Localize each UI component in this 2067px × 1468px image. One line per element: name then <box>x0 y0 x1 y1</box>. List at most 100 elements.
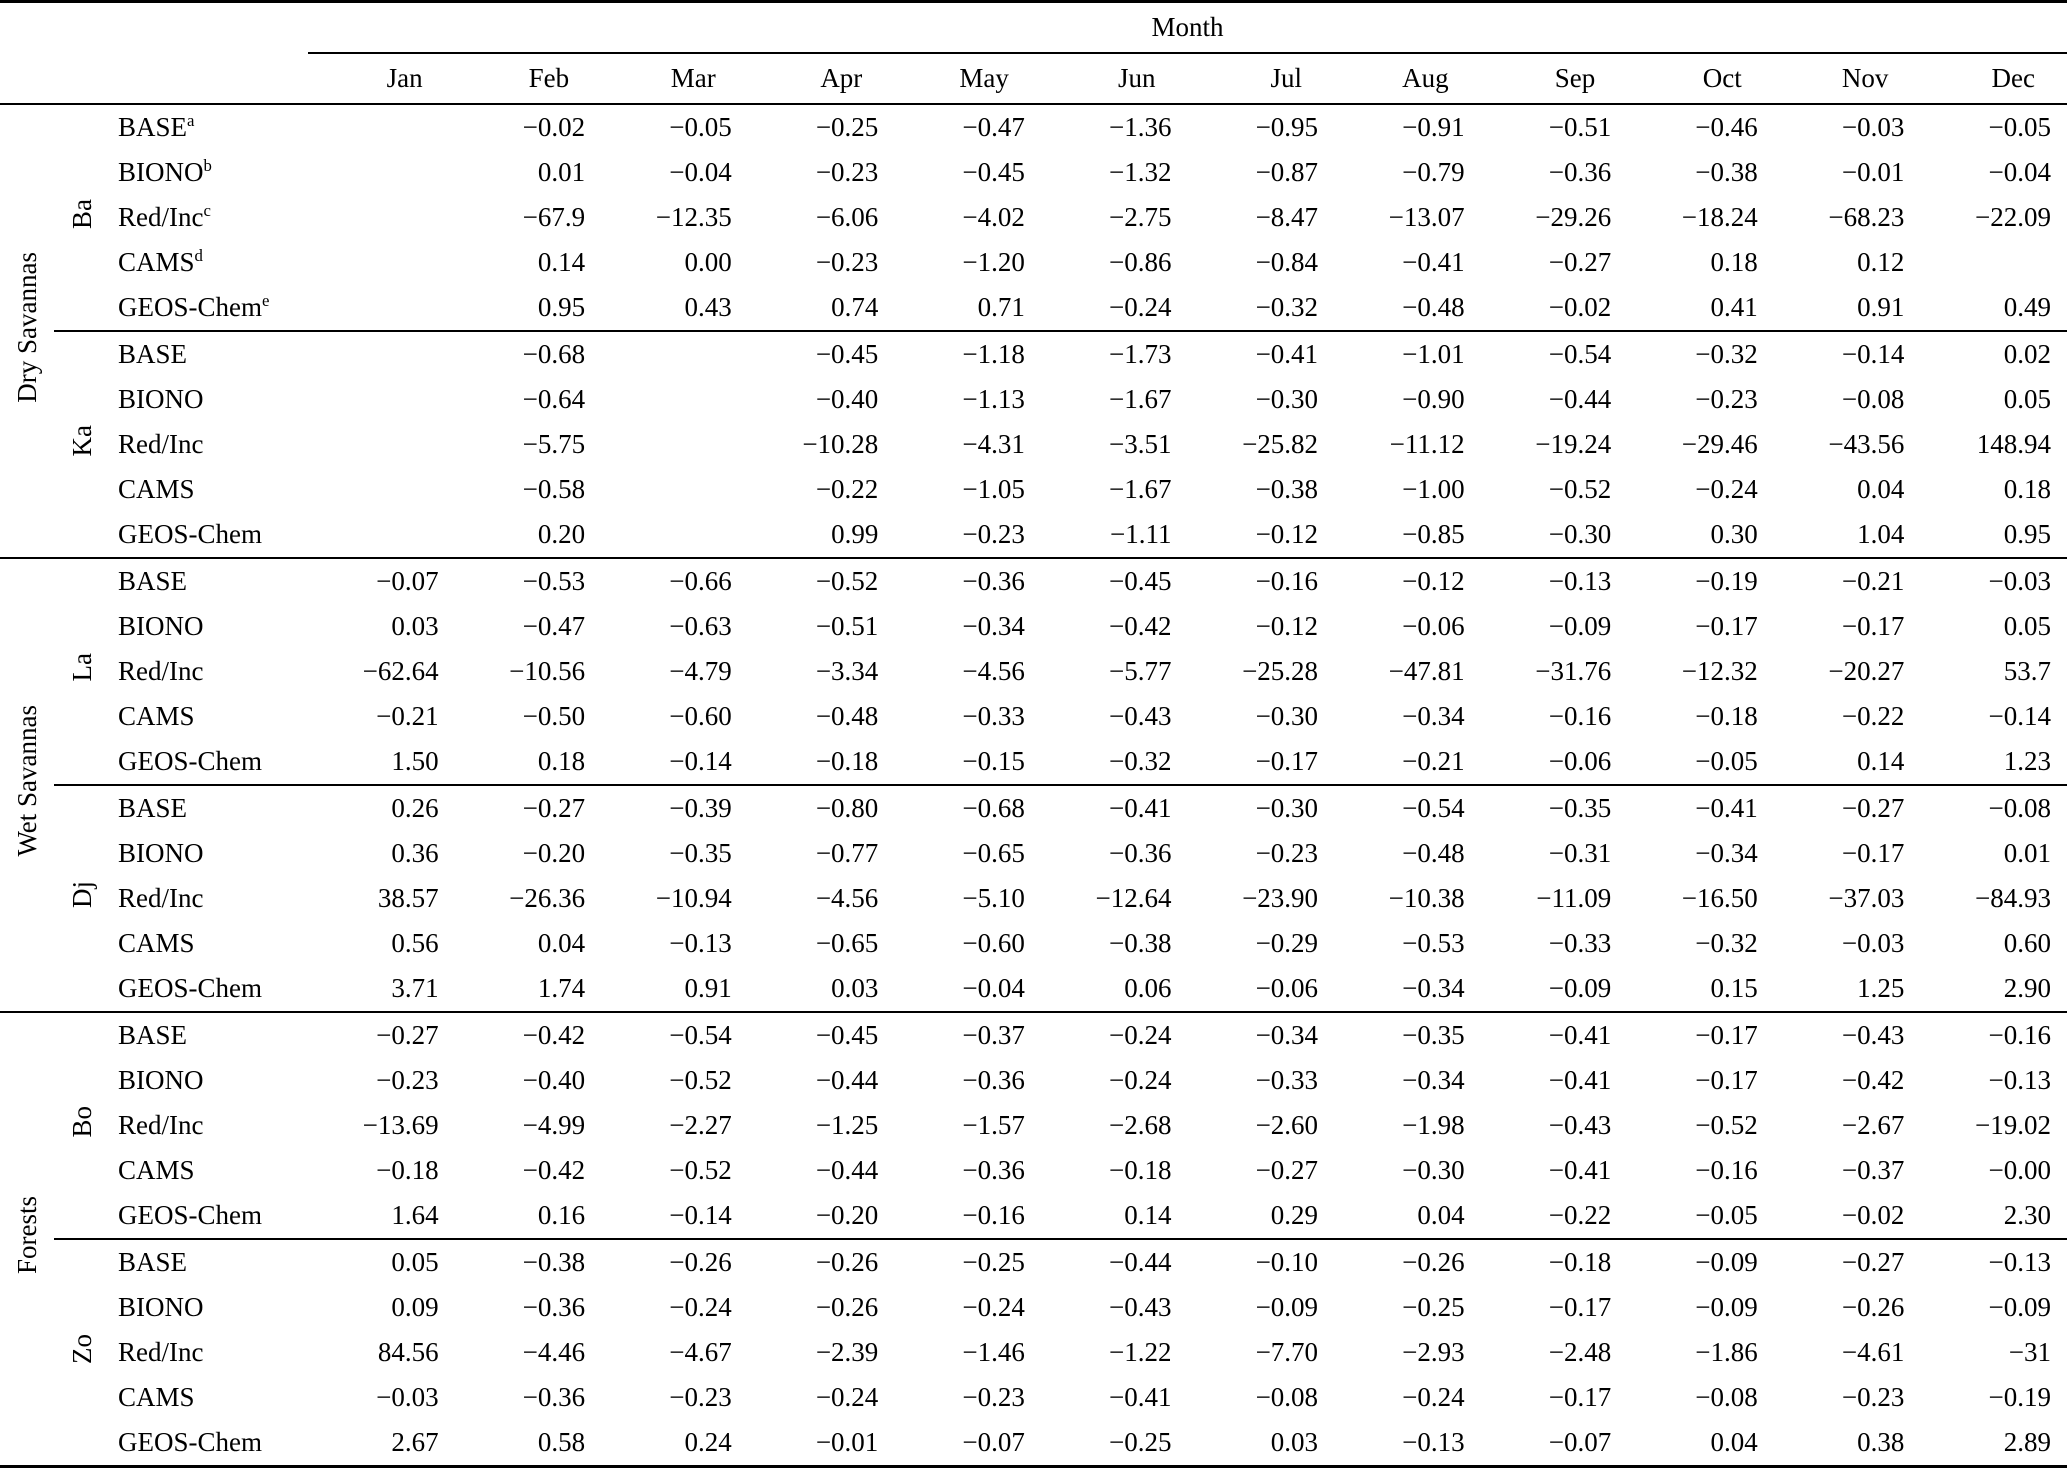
value-cell: −0.45 <box>962 157 1025 187</box>
value-cell: −43.56 <box>1828 429 1905 459</box>
value-cell: 0.60 <box>2003 928 2051 958</box>
value-cell: 3.71 <box>391 973 439 1003</box>
value-cell: −0.18 <box>376 1155 439 1185</box>
value-cell: −0.26 <box>601 1238 748 1285</box>
value-cell: −0.64 <box>522 384 586 414</box>
value-cell: −0.41 <box>1108 1382 1172 1412</box>
value-cell: −0.43 <box>1773 1011 1921 1058</box>
value-cell: 0.91 <box>684 973 732 1003</box>
value-cell <box>601 422 748 467</box>
value-cell: −2.39 <box>815 1337 879 1367</box>
value-cell: −0.45 <box>1040 557 1188 604</box>
site-label: Bo <box>54 1011 110 1239</box>
value-cell: −4.79 <box>669 656 732 686</box>
value-cell: −0.09 <box>1627 1238 1774 1285</box>
month-col-header: Oct <box>1627 53 1774 105</box>
value-cell: −0.45 <box>747 330 895 377</box>
value-cell: −0.41 <box>1627 784 1774 831</box>
value-cell: −25.28 <box>1242 656 1319 686</box>
scenario-label: Red/Inc <box>118 1337 204 1367</box>
value-cell: 0.74 <box>831 292 879 322</box>
value-cell: −0.54 <box>1480 330 1628 377</box>
value-cell: −0.23 <box>1695 384 1758 414</box>
value-cell: −0.42 <box>1108 611 1172 641</box>
table-row: Dry Savannas Ba BASEa −0.02 −0.05 −0.25 −0.47−… <box>0 104 2067 402</box>
value-cell: −0.09 <box>1695 1292 1758 1322</box>
footnote-marker: a <box>187 111 195 130</box>
value-cell: −0.16 <box>1695 1155 1758 1185</box>
value-cell: −4.56 <box>815 883 879 913</box>
value-cell: −0.34 <box>962 611 1025 641</box>
value-cell: −0.02 <box>1841 1200 1905 1230</box>
value-cell: 0.04 <box>537 928 586 958</box>
value-cell: −1.36 <box>1108 112 1172 142</box>
scenario-label: BASE <box>110 330 308 377</box>
value-cell: −0.44 <box>815 1065 879 1095</box>
value-cell: −0.07 <box>308 557 455 604</box>
value-cell: −0.41 <box>1480 1011 1628 1058</box>
value-cell: 0.99 <box>831 519 879 549</box>
value-cell: −0.31 <box>1548 838 1612 868</box>
value-cell: −0.29 <box>1255 928 1319 958</box>
value-cell: 1.64 <box>391 1200 439 1230</box>
table-row: BIONO −0.64 −0.40 −1.13 −1.67 −0.30 −0.90 −0.44… <box>0 377 2067 422</box>
value-cell: 0.14 <box>1124 1200 1172 1230</box>
value-cell: −0.05 <box>1695 1200 1758 1230</box>
value-cell: −0.52 <box>669 1155 732 1185</box>
value-cell: −0.33 <box>1255 1065 1319 1095</box>
value-cell: −0.17 <box>1548 1292 1612 1322</box>
table-row: GEOS-Chem 1.64 0.16 −0.14 −0.20 −0.16 0.14 0.29… <box>0 1193 2067 1239</box>
value-cell: 0.04 <box>1710 1427 1758 1457</box>
table-row: BIONO 0.36 −0.20 −0.35 −0.77 −0.65 −0.36 −0.23 −… <box>0 831 2067 876</box>
value-cell: −0.08 <box>1920 784 2067 831</box>
value-cell: −0.24 <box>962 1292 1025 1322</box>
table-row: CAMS −0.58 −0.22 −1.05 −1.67 −0.38 −1.00 −0.52 −… <box>0 467 2067 512</box>
value-cell: 0.05 <box>2003 384 2051 414</box>
value-cell: −0.24 <box>815 1382 879 1412</box>
scenario-label: BIONO <box>118 1065 204 1095</box>
value-cell: −0.17 <box>1255 746 1319 776</box>
spacer-cell <box>0 53 308 105</box>
value-cell: −0.07 <box>1548 1427 1612 1457</box>
value-cell: −12.32 <box>1681 656 1758 686</box>
month-col-header: May <box>894 53 1041 105</box>
value-cell: −0.14 <box>669 1200 732 1230</box>
value-cell: −3.51 <box>1108 429 1172 459</box>
value-cell: −0.38 <box>454 1238 602 1285</box>
value-cell: −0.00 <box>1988 1155 2051 1185</box>
value-cell: −1.18 <box>894 330 1041 377</box>
value-cell: −84.93 <box>1975 883 2051 913</box>
footnote-marker: b <box>203 156 212 175</box>
value-cell: −0.19 <box>1627 557 1774 604</box>
value-cell: −0.23 <box>962 1382 1025 1412</box>
footnote-marker: c <box>203 201 211 220</box>
value-cell: −0.26 <box>747 1238 895 1285</box>
scenario-label: CAMS <box>118 928 195 958</box>
value-cell: 0.02 <box>1920 330 2067 377</box>
value-cell: −0.20 <box>815 1200 879 1230</box>
value-cell: 38.57 <box>377 883 439 913</box>
value-cell: 0.20 <box>537 519 586 549</box>
value-cell: −0.66 <box>601 557 748 604</box>
value-cell: 0.14 <box>1857 746 1905 776</box>
value-cell <box>601 467 748 512</box>
value-cell: −0.51 <box>1548 112 1612 142</box>
value-cell: −0.34 <box>1402 701 1465 731</box>
value-cell: −10.56 <box>509 656 586 686</box>
value-cell: −5.75 <box>522 429 586 459</box>
value-cell: −0.38 <box>1695 157 1758 187</box>
value-cell: −0.53 <box>454 557 602 604</box>
scenario-label: BASEa <box>118 111 195 142</box>
value-cell: −0.42 <box>1841 1065 1905 1095</box>
scenario-label: GEOS-Chem <box>118 519 262 549</box>
value-cell: −0.02 <box>1548 292 1612 322</box>
value-cell: −0.41 <box>1187 330 1335 377</box>
value-cell: −1.13 <box>962 384 1025 414</box>
site-label: Dj <box>54 784 110 1012</box>
table-row: CAMS 0.56 0.04 −0.13 −0.65 −0.60 −0.38 −0.29 −0.… <box>0 921 2067 966</box>
value-cell: −0.09 <box>1548 973 1612 1003</box>
table-row: Forests Bo BASE −0.27 −0.42 −0.54 −0.45 −0.37 −0… <box>0 1011 2067 1467</box>
footnote-marker: e <box>262 291 270 310</box>
value-cell: −0.36 <box>894 557 1041 604</box>
value-cell: −0.32 <box>1255 292 1319 322</box>
